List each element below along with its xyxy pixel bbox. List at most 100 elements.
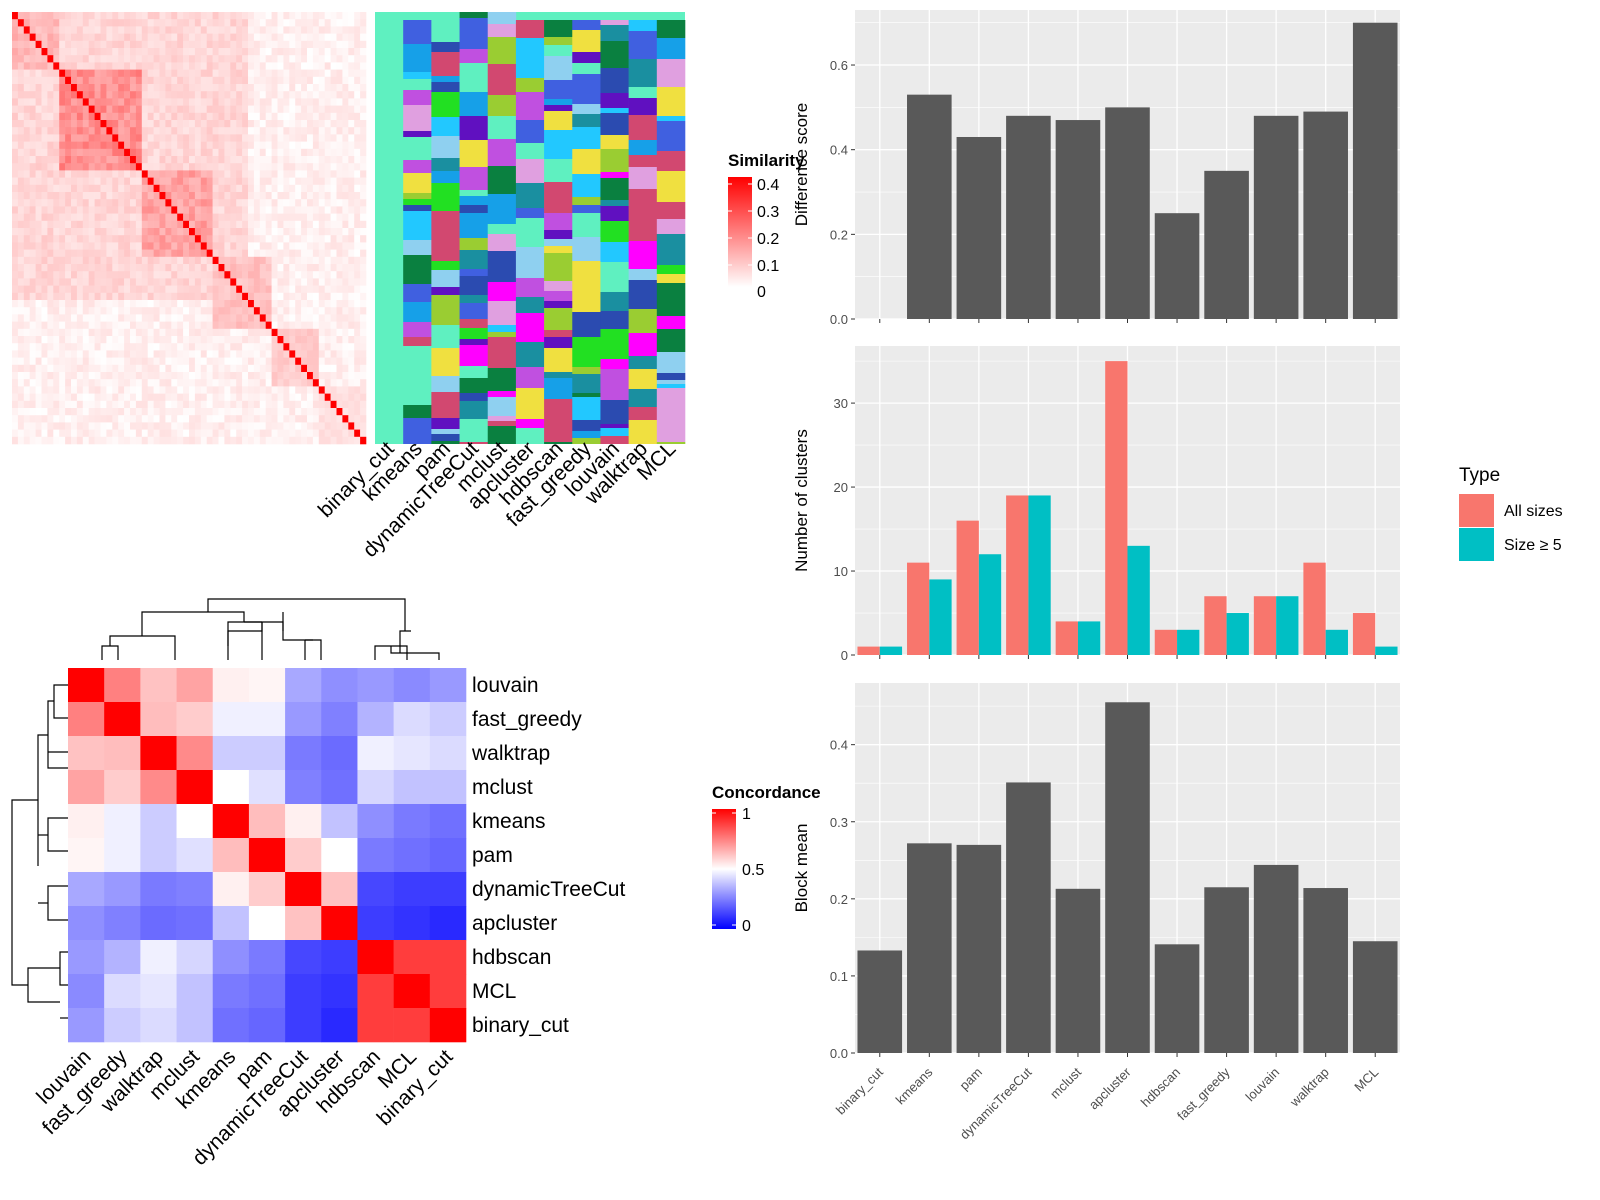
- similarity-cell: [171, 242, 178, 250]
- similarity-cell: [171, 357, 178, 366]
- similarity-cell: [183, 256, 190, 265]
- similarity-cell: [242, 170, 249, 178]
- cluster-annotation-cell: [544, 99, 573, 105]
- similarity-cell: [65, 400, 72, 409]
- similarity-cell: [59, 264, 66, 272]
- similarity-cell: [218, 199, 225, 207]
- similarity-cell: [124, 422, 131, 430]
- similarity-cell: [248, 120, 255, 128]
- similarity-cell: [248, 242, 255, 250]
- similarity-cell: [253, 343, 261, 351]
- similarity-cell: [342, 307, 349, 315]
- similarity-cell: [59, 415, 66, 423]
- similarity-cell: [135, 163, 143, 171]
- similarity-cell: [29, 429, 36, 438]
- similarity-cell: [165, 364, 172, 373]
- similarity-cell: [248, 364, 255, 373]
- cluster-annotation-cell: [459, 442, 489, 444]
- similarity-cell: [35, 91, 42, 99]
- similarity-cell: [82, 249, 89, 258]
- similarity-cell: [271, 256, 278, 265]
- similarity-cell: [130, 148, 137, 157]
- similarity-cell: [165, 220, 172, 229]
- similarity-cell: [230, 357, 237, 366]
- similarity-cell: [135, 264, 143, 272]
- cluster-annotation-cell: [544, 111, 573, 130]
- similarity-cell: [283, 163, 290, 171]
- similarity-cell: [330, 429, 337, 438]
- similarity-cell: [41, 62, 48, 70]
- similarity-cell: [312, 141, 320, 150]
- similarity-cell: [194, 170, 202, 178]
- similarity-cell: [106, 292, 113, 301]
- similarity-cell: [301, 285, 308, 294]
- similarity-cell: [71, 400, 78, 409]
- similarity-cell: [342, 256, 349, 265]
- similarity-cell: [82, 292, 89, 301]
- similarity-cell: [17, 343, 25, 351]
- similarity-cell: [348, 163, 355, 171]
- similarity-cell: [59, 357, 66, 366]
- similarity-cell: [206, 170, 213, 178]
- similarity-cell: [141, 12, 148, 20]
- similarity-cell: [112, 112, 119, 121]
- y-tick-label: 0.0: [830, 312, 848, 327]
- similarity-cell: [318, 12, 325, 20]
- similarity-cell: [212, 372, 219, 380]
- similarity-cell: [318, 314, 325, 322]
- similarity-cell: [324, 177, 331, 186]
- similarity-cell: [224, 62, 231, 70]
- similarity-cell: [312, 206, 320, 214]
- similarity-cell: [88, 278, 95, 286]
- similarity-cell: [65, 177, 72, 186]
- similarity-cell: [342, 235, 349, 243]
- similarity-cell: [265, 307, 272, 315]
- cluster-annotation-cell: [459, 276, 489, 295]
- similarity-cell: [283, 127, 290, 135]
- similarity-cell: [141, 278, 148, 286]
- similarity-cell: [171, 343, 178, 351]
- similarity-cell: [88, 40, 95, 49]
- similarity-cell: [88, 62, 95, 70]
- similarity-cell: [88, 271, 95, 279]
- similarity-cell: [82, 372, 89, 380]
- concordance-cell: [212, 872, 250, 907]
- similarity-cell: [189, 120, 196, 128]
- similarity-cell: [224, 314, 231, 322]
- similarity-cell: [41, 408, 48, 416]
- similarity-cell: [135, 228, 143, 236]
- similarity-cell: [283, 415, 290, 423]
- similarity-cell: [65, 393, 72, 402]
- similarity-cell: [41, 343, 48, 351]
- similarity-cell: [230, 19, 237, 27]
- similarity-cell: [259, 177, 266, 186]
- similarity-cell: [82, 163, 89, 171]
- similarity-cell: [283, 112, 290, 121]
- cluster-annotation-cell: [572, 74, 601, 104]
- similarity-cell: [301, 436, 308, 445]
- similarity-cell: [23, 112, 30, 121]
- similarity-cell: [71, 26, 78, 34]
- similarity-cell: [17, 19, 25, 27]
- similarity-cell: [242, 350, 249, 358]
- similarity-cell: [135, 235, 143, 243]
- similarity-cell: [12, 134, 19, 142]
- similarity-cell: [76, 300, 84, 308]
- similarity-cell: [76, 40, 84, 49]
- similarity-cell: [224, 422, 231, 430]
- similarity-cell: [153, 19, 160, 27]
- similarity-cell: [41, 379, 48, 387]
- similarity-cell: [94, 192, 101, 200]
- similarity-cell: [360, 357, 367, 366]
- similarity-cell: [289, 357, 296, 366]
- similarity-cell: [342, 228, 349, 236]
- similarity-cell: [94, 343, 101, 351]
- similarity-cell: [141, 206, 148, 214]
- similarity-cell: [248, 372, 255, 380]
- cluster-annotation-cell: [403, 20, 432, 44]
- similarity-cell: [53, 163, 60, 171]
- similarity-cell: [17, 264, 25, 272]
- similarity-cell: [35, 328, 42, 337]
- similarity-cell: [336, 372, 343, 380]
- similarity-cell: [106, 314, 113, 322]
